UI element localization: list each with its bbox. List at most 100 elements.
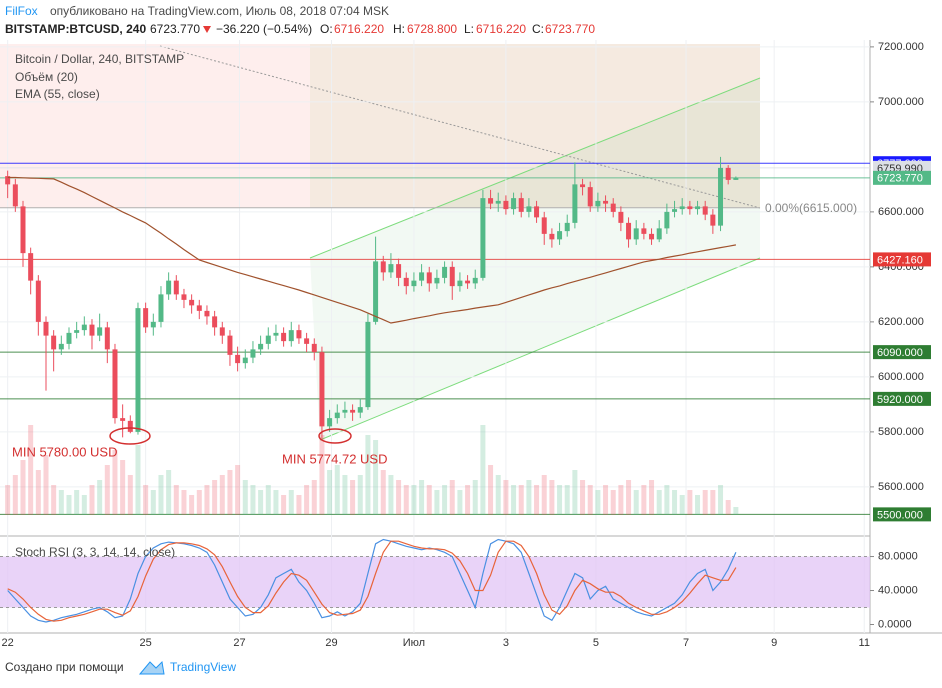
volume-bar xyxy=(281,495,287,515)
annotation-mark xyxy=(109,427,151,445)
ohlc-key: C: xyxy=(532,22,544,36)
volume-bar xyxy=(28,425,34,515)
volume-bar xyxy=(104,465,110,515)
stoch-line xyxy=(7,538,737,623)
level-tag xyxy=(873,507,931,522)
candle-body xyxy=(150,321,156,328)
channel-line xyxy=(319,257,761,441)
candle-body xyxy=(672,209,678,212)
volume-bar xyxy=(511,485,517,515)
y-tick-label: 6200.000 xyxy=(878,316,924,328)
volume-bar xyxy=(273,490,279,515)
level-tag xyxy=(873,252,931,267)
candle-body xyxy=(511,198,517,210)
x-tick-label: Июл xyxy=(403,637,425,649)
volume-bar xyxy=(373,440,379,515)
candle-body xyxy=(580,184,586,188)
y-tick-label: 7000.000 xyxy=(878,96,924,108)
volume-bar xyxy=(296,495,302,515)
candle-body xyxy=(710,214,716,226)
volume-bar xyxy=(327,470,333,515)
x-tick-label: 3 xyxy=(503,637,509,649)
candle-body xyxy=(43,321,49,336)
candle-body xyxy=(442,266,448,278)
candle-body xyxy=(173,280,179,295)
volume-bar xyxy=(541,475,547,515)
annotation: MIN 5774.72 USD xyxy=(282,451,388,466)
stoch-line xyxy=(7,540,737,622)
chart-title: Bitcoin / Dollar, 240, BITSTAMP xyxy=(15,52,184,66)
candle-body xyxy=(357,407,363,413)
plot-background xyxy=(0,40,870,633)
level-tag xyxy=(873,391,931,406)
candle-body xyxy=(342,409,348,413)
candle-body xyxy=(610,203,616,212)
candle-body xyxy=(250,349,256,358)
level-label: 6090.000 xyxy=(877,347,923,359)
x-tick-label: 9 xyxy=(771,637,777,649)
volume-bar xyxy=(143,485,149,515)
footer-brand[interactable]: TradingView xyxy=(170,660,236,674)
volume-bar xyxy=(679,495,685,515)
volume-bar xyxy=(641,485,647,515)
volume-bar xyxy=(725,500,731,515)
candle-body xyxy=(35,280,41,322)
volume-bar xyxy=(227,470,233,515)
volume-bar xyxy=(265,485,271,515)
volume-bar xyxy=(695,495,701,515)
candle-body xyxy=(718,167,724,226)
volume-bar xyxy=(442,485,448,515)
candle-body xyxy=(457,280,463,287)
candle-body xyxy=(189,299,195,306)
volume-bar xyxy=(135,445,141,515)
volume-bar xyxy=(564,485,570,515)
annotation-mark xyxy=(318,428,352,444)
volume-bar xyxy=(480,425,486,515)
candle-body xyxy=(380,261,386,273)
volume-bar xyxy=(334,465,340,515)
candle-body xyxy=(664,211,670,229)
candle-body xyxy=(465,280,471,284)
volume-bar xyxy=(204,485,210,515)
volume-bar xyxy=(258,490,264,515)
candle-body xyxy=(618,211,624,223)
volume-bar xyxy=(189,495,195,515)
candle-body xyxy=(120,418,126,421)
candle-body xyxy=(127,420,133,432)
y-tick-label: 5600.000 xyxy=(878,481,924,493)
volume-bar xyxy=(656,490,662,515)
candle-body xyxy=(219,327,225,336)
candle-body xyxy=(388,264,394,273)
volume-bar xyxy=(35,470,41,515)
candle-body xyxy=(281,332,287,342)
candle-body xyxy=(633,228,639,240)
candle-body xyxy=(603,200,609,204)
volume-bar xyxy=(66,495,72,515)
volume-bar xyxy=(166,470,172,515)
candle-body xyxy=(541,217,547,234)
volume-bar xyxy=(97,480,103,515)
x-tick-label: 11 xyxy=(859,637,870,649)
candle-body xyxy=(5,176,11,185)
volume-bar xyxy=(235,465,241,515)
candle-body xyxy=(311,343,317,353)
candle-body xyxy=(97,327,103,336)
volume-bar xyxy=(380,470,386,515)
volume-bar xyxy=(733,507,739,515)
y-tick-label: 5800.000 xyxy=(878,426,924,438)
candle-body xyxy=(503,200,509,210)
volume-bar xyxy=(610,490,616,515)
volume-bar xyxy=(181,490,187,515)
x-tick-label: 22 xyxy=(2,637,14,649)
candle-body xyxy=(702,206,708,215)
candle-body xyxy=(288,330,294,342)
volume-bar xyxy=(503,480,509,515)
volume-bar xyxy=(357,475,363,515)
volume-bar xyxy=(687,490,693,515)
down-arrow xyxy=(203,26,211,33)
candle-body xyxy=(518,198,524,212)
volume-bar xyxy=(196,490,202,515)
legend-ema: EMA (55, close) xyxy=(15,87,100,101)
volume-bar xyxy=(526,480,532,515)
